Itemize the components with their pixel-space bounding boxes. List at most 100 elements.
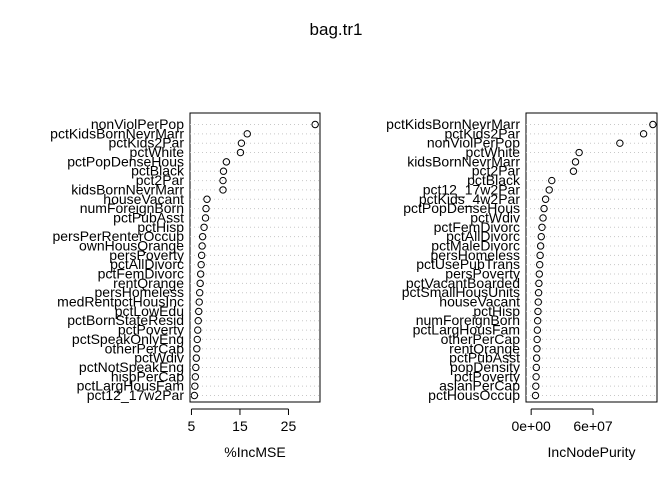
category-label: pctLargHousFam	[77, 378, 184, 394]
data-point	[196, 289, 204, 297]
category-label: pctLowEdu	[115, 303, 184, 319]
category-label: pctWhite	[130, 144, 185, 160]
data-point	[639, 130, 648, 138]
category-label: pctBlack	[467, 172, 521, 188]
plot-frame	[525, 112, 658, 403]
category-label: pctPubAsst	[113, 209, 184, 225]
data-point	[191, 382, 199, 390]
data-point	[237, 139, 246, 147]
data-point	[532, 382, 540, 390]
data-point	[533, 345, 541, 353]
data-point	[193, 345, 201, 353]
data-point	[649, 120, 657, 129]
data-point	[196, 270, 205, 278]
data-point	[196, 279, 204, 288]
data-point	[575, 148, 583, 157]
x-tick-label: 5	[188, 418, 196, 434]
category-label: pctUsePubTrans	[416, 256, 520, 272]
category-label: ownHousQrange	[79, 237, 184, 253]
category-label: pctAllDivorc	[446, 228, 520, 244]
data-point	[532, 363, 541, 372]
category-label: pctPopDenseHous	[403, 200, 520, 216]
data-point	[198, 242, 206, 250]
category-label: numForeignBorn	[80, 200, 184, 216]
data-point	[534, 289, 543, 297]
category-label: pctHisp	[473, 303, 520, 319]
data-point	[534, 307, 542, 316]
category-label: pctKidsBornNevrMarr	[50, 125, 184, 141]
category-label: pct12_17w2Par	[423, 181, 521, 197]
category-label: persHomeless	[95, 284, 184, 300]
category-label: pctVacantBoarded	[406, 275, 520, 291]
category-label: pctPoverty	[118, 322, 184, 338]
data-point	[533, 326, 542, 334]
data-point	[198, 232, 207, 241]
category-label: pctWdiv	[470, 209, 520, 225]
data-point	[533, 335, 541, 344]
data-point	[541, 195, 550, 203]
category-label: pctAllDivorc	[110, 256, 184, 272]
x-axis-label: IncNodePurity	[548, 444, 636, 460]
data-point	[202, 204, 210, 213]
data-point	[540, 204, 548, 213]
category-label: pctBlack	[131, 163, 185, 179]
data-point	[534, 298, 542, 306]
category-label: pct12_17w2Par	[87, 387, 185, 403]
category-label: pctHisp	[137, 219, 184, 235]
data-point	[191, 373, 200, 381]
category-label: rentQrange	[113, 275, 184, 291]
category-label: pctSpeakOnlyEng	[72, 331, 184, 347]
data-point	[535, 270, 544, 278]
data-point	[201, 214, 210, 222]
category-label: pctFemDivorc	[98, 266, 184, 282]
category-label: persPerRenterOccup	[52, 228, 184, 244]
chart-title: bag.tr1	[310, 20, 363, 39]
category-label: houseVacant	[439, 294, 520, 310]
data-point	[197, 260, 205, 269]
category-label: pct2Par	[136, 172, 185, 188]
category-label: pctKidsBornNevrMarr	[386, 116, 520, 132]
data-point	[531, 391, 540, 400]
data-point	[194, 326, 202, 334]
category-label: hispPerCap	[111, 368, 184, 384]
data-point	[219, 176, 227, 185]
x-tick-label: 0e+00	[511, 418, 551, 434]
category-label: otherPerCap	[441, 331, 521, 347]
x-tick-label: 15	[232, 418, 248, 434]
data-point	[195, 307, 203, 316]
category-label: pctKids2Par	[445, 125, 521, 141]
x-axis-label: %IncMSE	[224, 444, 285, 460]
data-point	[194, 317, 202, 325]
category-label: persPoverty	[109, 247, 184, 263]
panel-incnodepurity: pctKidsBornNevrMarrpctKids2ParnonViolPer…	[386, 112, 658, 460]
data-point	[197, 251, 206, 260]
data-point	[569, 167, 578, 175]
category-label: pctLargHousFam	[413, 322, 520, 338]
data-point	[538, 223, 546, 231]
data-point	[548, 176, 556, 185]
data-point	[203, 195, 211, 203]
category-label: pctKids_4w2Par	[419, 191, 521, 207]
category-label: asianPerCap	[439, 378, 520, 394]
category-label: medRentpctHousInc	[57, 294, 184, 310]
data-point	[532, 373, 540, 381]
category-label: pctNotSpeakEng	[79, 359, 184, 375]
data-point	[192, 354, 201, 362]
category-label: kidsBornNevrMarr	[71, 181, 184, 197]
data-point	[236, 148, 245, 157]
category-label: pctBornStateResid	[67, 312, 184, 328]
category-label: kidsBornNevrMarr	[407, 153, 520, 169]
data-point	[195, 298, 203, 306]
data-point	[219, 167, 228, 175]
data-point	[192, 363, 200, 372]
data-point	[536, 251, 544, 260]
category-label: persPoverty	[445, 266, 520, 282]
category-label: otherPerCap	[105, 340, 185, 356]
category-label: pctWhite	[466, 144, 521, 160]
data-point	[219, 186, 227, 194]
category-label: pctHousOccup	[428, 387, 520, 403]
category-label: pctWdiv	[134, 350, 184, 366]
data-point	[311, 120, 319, 129]
data-point	[536, 242, 545, 250]
